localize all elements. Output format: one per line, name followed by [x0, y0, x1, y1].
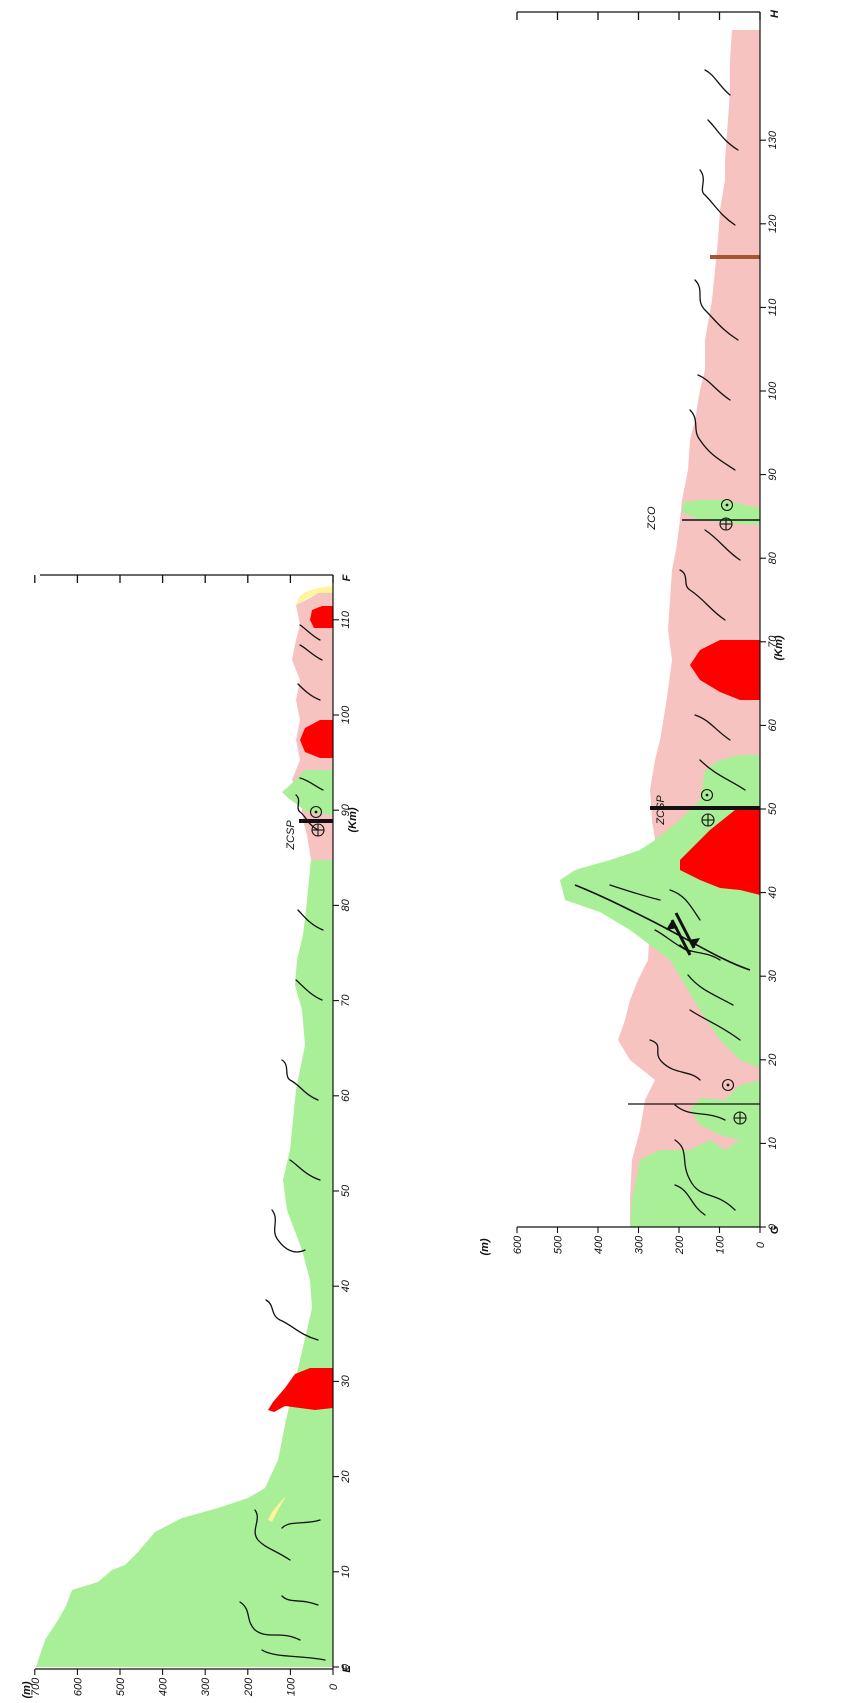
ef-elev-tick-label: 300 — [200, 1677, 212, 1696]
gh-dist-tick-label: 50 — [767, 802, 779, 815]
ef-dist-tick-label: 100 — [340, 705, 352, 724]
gh-dist-tick-label: 70 — [767, 635, 779, 648]
red-intrusion-ef-1 — [268, 1368, 333, 1412]
green-unit-ef — [36, 860, 333, 1667]
red-intrusion-gh-1 — [680, 808, 760, 895]
fault-motion-arrows — [666, 912, 700, 956]
gh-dist-tick-label: 0 — [767, 1223, 779, 1230]
scale-ruler-gh — [516, 11, 761, 20]
thrust-fault-gh — [574, 884, 751, 971]
fold-traces-ef — [239, 624, 326, 1661]
gh-elev-tick-label: 300 — [634, 1235, 646, 1254]
motion-symbol-out-of-page — [309, 805, 323, 819]
gh-elev-tick-label: 600 — [512, 1235, 524, 1254]
gh-dist-tick-label: 100 — [767, 381, 779, 400]
elevation-axis-ef: 0 100 200 300 400 500 600 700 (m) — [21, 1668, 340, 1699]
cross-section-g-h: ZCSP ZCO 0 100 200 300 400 500 600 (m) 0 10 20 30… — [479, 9, 785, 1256]
gh-elev-tick-label: 400 — [593, 1235, 605, 1254]
red-intrusion-ef-2 — [300, 720, 333, 758]
section-end-label-f: F — [341, 574, 353, 581]
green-unit-gh-left — [630, 1140, 760, 1227]
ef-dist-tick-label: 50 — [340, 1184, 352, 1197]
red-intrusion-ef-3 — [310, 606, 333, 628]
ef-dist-tick-label: 0 — [340, 1663, 352, 1670]
gh-elev-tick-label: 500 — [553, 1235, 565, 1254]
section-start-label-g: G — [769, 1225, 781, 1234]
ef-dist-tick-label: 30 — [340, 1374, 352, 1387]
ef-dist-tick-label: 10 — [340, 1565, 352, 1578]
gh-dist-tick-label: 30 — [767, 969, 779, 982]
zone-label-zco-gh: ZCO — [646, 506, 658, 531]
zone-label-zcsp-gh: ZCSP — [655, 795, 667, 826]
ef-dist-tick-label: 80 — [340, 898, 352, 911]
motion-symbols-gh-zco — [719, 498, 734, 531]
gh-dist-tick-label: 110 — [767, 298, 779, 316]
distance-axis-ef: 0 10 20 30 40 50 60 70 80 90 100 110 (Km) — [332, 575, 359, 1670]
ef-elev-tick-label: 100 — [285, 1677, 297, 1696]
elevation-unit-gh: (m) — [479, 1238, 491, 1255]
ef-elev-tick-label: 400 — [158, 1677, 170, 1696]
ef-elev-tick-label: 500 — [115, 1677, 127, 1696]
green-unit-ef-hump — [282, 770, 333, 815]
ef-dist-tick-label: 110 — [340, 610, 352, 628]
ef-dist-tick-label: 90 — [340, 803, 352, 816]
yellow-unit-ef — [296, 586, 333, 605]
gh-elev-tick-label: 0 — [755, 1241, 767, 1248]
motion-symbols-gh-zcsp — [700, 788, 715, 827]
motion-symbol-into-page — [311, 823, 325, 837]
scale-ruler-ef — [34, 574, 334, 586]
ef-elev-tick-label: 600 — [72, 1677, 84, 1696]
gh-dist-tick-label: 130 — [767, 130, 779, 149]
fold-traces-gh — [609, 69, 746, 1216]
ef-elev-tick-label: 700 — [30, 1677, 42, 1696]
gh-elev-tick-label: 100 — [715, 1235, 727, 1254]
elevation-axis-gh: 0 100 200 300 400 500 600 (m) — [479, 1226, 767, 1256]
yellow-unit-ef-small — [268, 1496, 286, 1522]
green-unit-gh-zco — [682, 500, 760, 525]
distance-axis-gh: 0 10 20 30 40 50 60 70 80 90 100 110 120 130 (Km) — [759, 12, 785, 1230]
gh-dist-tick-label: 120 — [767, 214, 779, 233]
gh-dist-tick-label: 10 — [767, 1136, 779, 1149]
ef-elev-tick-label: 0 — [328, 1683, 340, 1690]
ef-dist-tick-label: 70 — [340, 994, 352, 1007]
section-start-label-e: E — [341, 1665, 353, 1673]
gh-dist-tick-label: 80 — [767, 551, 779, 564]
ef-dist-tick-label: 40 — [340, 1279, 352, 1292]
green-unit-gh-fold — [690, 1080, 760, 1140]
section-end-label-h: H — [769, 9, 781, 18]
distance-unit-ef: (Km) — [347, 807, 359, 832]
red-intrusion-gh-2 — [690, 640, 760, 700]
ef-elev-tick-label: 200 — [243, 1677, 255, 1697]
ef-dist-tick-label: 20 — [340, 1470, 352, 1484]
zone-label-zcsp-ef: ZCSP — [285, 820, 297, 851]
gh-dist-tick-label: 40 — [767, 886, 779, 899]
cross-section-e-f: ZCSP 0 100 200 300 400 500 600 700 (m) 0 10 20 30 4… — [21, 574, 359, 1698]
gh-dist-tick-label: 90 — [767, 468, 779, 481]
distance-unit-gh: (Km) — [773, 635, 785, 660]
ef-dist-tick-label: 60 — [340, 1089, 352, 1102]
gh-dist-tick-label: 60 — [767, 718, 779, 731]
gh-dist-tick-label: 20 — [767, 1053, 779, 1067]
motion-symbols-gh-24 — [721, 1078, 747, 1125]
elevation-unit-ef: (m) — [21, 1681, 33, 1698]
gh-elev-tick-label: 200 — [674, 1235, 686, 1255]
